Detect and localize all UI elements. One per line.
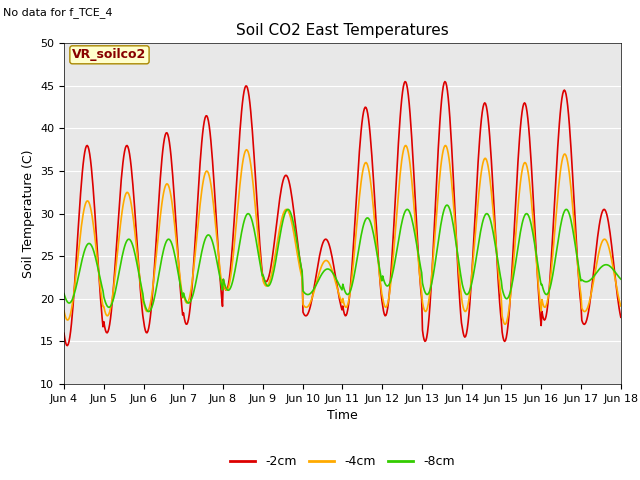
-4cm (76, 237, 84, 242)
-4cm (402, 143, 410, 148)
Title: Soil CO2 East Temperatures: Soil CO2 East Temperatures (236, 23, 449, 38)
Text: No data for f_TCE_4: No data for f_TCE_4 (3, 7, 113, 18)
-4cm (502, 321, 509, 327)
-4cm (60, 308, 68, 314)
-4cm (617, 303, 625, 309)
-4cm (242, 147, 250, 153)
-4cm (531, 236, 538, 241)
-8cm (617, 276, 625, 282)
-8cm (76, 267, 84, 273)
-8cm (145, 309, 152, 314)
-4cm (566, 178, 574, 184)
-2cm (441, 79, 449, 84)
-4cm (209, 193, 216, 199)
-8cm (60, 291, 68, 297)
Legend: -2cm, -4cm, -8cm: -2cm, -4cm, -8cm (225, 450, 460, 473)
-4cm (150, 270, 158, 276)
Text: VR_soilco2: VR_soilco2 (72, 48, 147, 61)
-2cm (617, 314, 625, 320)
Line: -8cm: -8cm (64, 205, 621, 312)
-8cm (209, 242, 217, 248)
-2cm (209, 170, 217, 176)
-2cm (531, 219, 538, 225)
-2cm (77, 191, 84, 196)
-8cm (566, 214, 574, 220)
-2cm (243, 83, 250, 89)
-2cm (60, 330, 68, 336)
-8cm (243, 212, 250, 217)
-8cm (531, 240, 538, 246)
-2cm (566, 133, 574, 139)
Y-axis label: Soil Temperature (C): Soil Temperature (C) (22, 149, 35, 278)
-8cm (444, 202, 451, 208)
-2cm (152, 252, 159, 257)
X-axis label: Time: Time (327, 409, 358, 422)
-2cm (63, 343, 71, 348)
Line: -4cm: -4cm (64, 145, 621, 324)
-8cm (152, 291, 159, 297)
Line: -2cm: -2cm (64, 82, 621, 346)
